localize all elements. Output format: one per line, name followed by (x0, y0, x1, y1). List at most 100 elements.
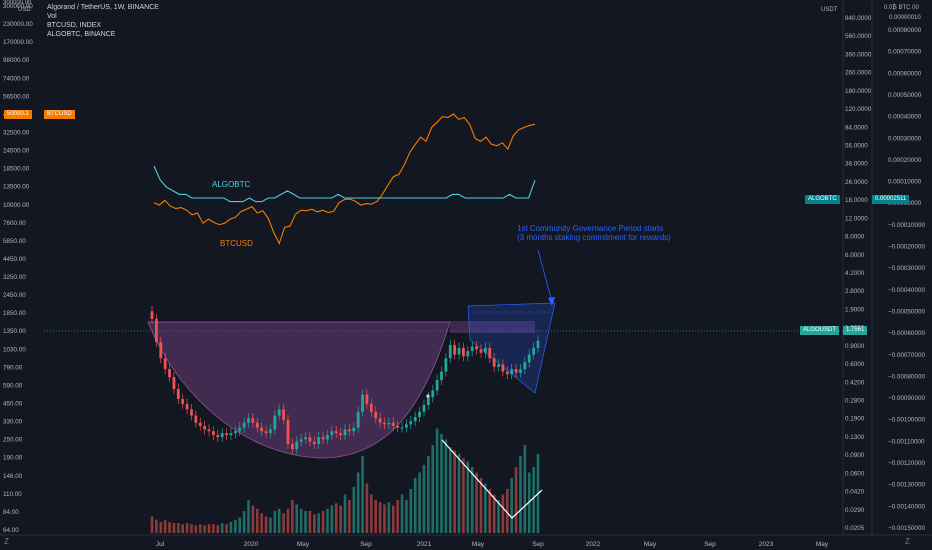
algobtc-series-label: ALGOBTC (212, 180, 250, 189)
mid-axis-tick: 260.0000 (845, 70, 872, 77)
candle-body (247, 418, 250, 423)
volume-bar (378, 502, 382, 533)
candle-body (198, 422, 202, 426)
candle-body (299, 439, 303, 442)
volume-bar (216, 525, 220, 533)
candle-body (374, 411, 378, 419)
candle-body (448, 344, 452, 359)
left-axis-tick: 2450.00 (3, 292, 26, 299)
algousdt-name-badge-label: ALGOUSDT (803, 327, 837, 333)
volume-bar (492, 494, 496, 533)
candle-body (347, 429, 351, 432)
candle-body (154, 318, 158, 343)
candle-body (343, 429, 347, 436)
volume-bar (150, 516, 154, 533)
volume-bar (448, 447, 452, 533)
volume-bar (532, 467, 535, 533)
candle-body (391, 422, 395, 426)
right-axis-tick: 0.00030000 (888, 135, 922, 142)
candle-body (453, 344, 457, 355)
candle-body (295, 441, 299, 450)
left-axis-tick: 1850.00 (3, 310, 26, 317)
right-scale-top-tick: 0.00000010 (889, 15, 921, 21)
volume-bar (348, 500, 351, 533)
volume-bar (185, 523, 189, 533)
left-axis-tick: 5850.00 (3, 238, 26, 245)
candle-body (356, 411, 360, 428)
mid-axis-tick: 26.0000 (845, 179, 868, 186)
btc-name-badge: BTCUSD (44, 110, 75, 119)
volume-bar (453, 450, 456, 533)
candle-body (168, 369, 171, 378)
volume-bar (264, 516, 268, 533)
mid-axis-tick: 84.0000 (845, 124, 868, 131)
candle-body (418, 411, 421, 417)
volume-bar (286, 508, 290, 533)
btcusd-series-label: BTCUSD (220, 239, 253, 248)
candle-body (312, 441, 316, 445)
volume-v-drawing (441, 439, 543, 519)
candle-body (242, 422, 246, 428)
algobtc-price-badge: 0.00002511 (872, 195, 910, 204)
left-axis-tick: 230000.00 (3, 21, 33, 28)
candle-body (159, 342, 163, 359)
right-axis-tick: −0.00050000 (888, 308, 925, 315)
candle-body (426, 397, 430, 405)
volume-bar (527, 472, 531, 533)
candle-body (334, 431, 338, 434)
volume-bar (505, 489, 509, 533)
left-axis-tick: 98000.00 (3, 57, 30, 64)
volume-bar (330, 505, 334, 533)
annotation-arrow (537, 249, 553, 303)
candle-body (185, 403, 189, 410)
left-axis-tick: 64.00 (3, 527, 19, 534)
candle-body (216, 435, 220, 438)
annotation-line-1: 1st Community Governance Period starts (517, 224, 664, 233)
legend-vol: Vol (47, 13, 57, 20)
left-axis-tick: 450.00 (3, 401, 23, 408)
candle-body (282, 409, 285, 420)
candle-body (273, 415, 277, 430)
candle-body (369, 403, 373, 412)
mid-axis-tick: 0.2800 (845, 398, 865, 405)
volume-bar (194, 525, 198, 533)
volume-bar (326, 508, 329, 533)
candle-body (317, 437, 321, 445)
handle-channel (467, 302, 556, 394)
volume-bar (339, 505, 342, 533)
volume-bar (427, 456, 430, 533)
candle-body (229, 433, 233, 436)
volume-bar (413, 478, 417, 533)
algousdt-price-badge: 1.7561 (843, 326, 868, 335)
right-axis-tick: −0.00040000 (888, 287, 925, 294)
governance-annotation: 1st Community Governance Period starts (… (517, 224, 671, 242)
candle-body (422, 404, 426, 412)
left-scale-zoom-button[interactable]: Z (4, 537, 9, 546)
right-scale-zoom-button[interactable]: Z (905, 537, 910, 546)
volume-bar (212, 524, 215, 533)
volume-bar (435, 428, 439, 533)
volume-bar (431, 445, 435, 533)
cup-pattern (147, 321, 451, 459)
volume-bar (321, 511, 325, 533)
left-axis-tick: 110.00 (3, 491, 22, 498)
left-axis-tick: 4450.00 (3, 256, 26, 263)
volume-bar (514, 467, 518, 533)
time-axis-tick: Jul (156, 541, 165, 548)
candle-body (269, 429, 272, 434)
algousdt-price-badge-value: 1.7561 (846, 327, 865, 333)
volume-bar (155, 519, 158, 533)
candle-body (435, 380, 439, 391)
candle-body (431, 390, 435, 398)
mid-axis-tick: 6.0000 (845, 252, 865, 259)
candle-body (172, 377, 176, 389)
mid-axis-tick: 180.0000 (845, 88, 872, 95)
mid-axis-tick: 0.0205 (845, 525, 865, 532)
volume-bar (519, 456, 522, 533)
candle-body (475, 346, 478, 350)
left-axis-tick: 10000.00 (3, 202, 30, 209)
time-axis-tick: May (472, 541, 485, 548)
volume-bar (475, 472, 478, 533)
candle-body (497, 364, 500, 367)
